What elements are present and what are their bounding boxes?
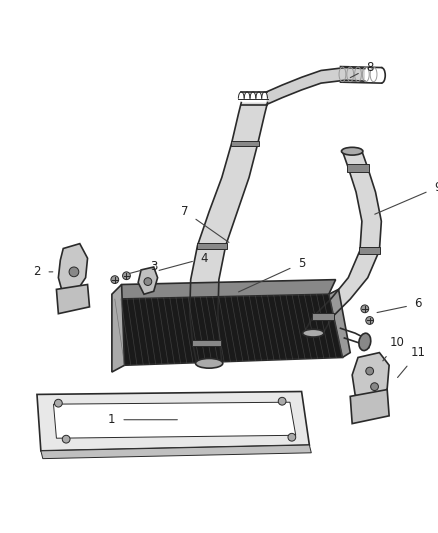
Ellipse shape: [303, 329, 324, 337]
Ellipse shape: [359, 333, 371, 351]
Circle shape: [361, 305, 369, 313]
Circle shape: [54, 399, 62, 407]
Ellipse shape: [195, 358, 223, 368]
Polygon shape: [112, 285, 124, 372]
Text: 4: 4: [159, 252, 208, 270]
Polygon shape: [192, 340, 221, 346]
Text: 9: 9: [375, 181, 438, 214]
Polygon shape: [190, 102, 268, 362]
Text: 5: 5: [239, 256, 305, 292]
Polygon shape: [267, 68, 365, 104]
Polygon shape: [115, 294, 343, 365]
Circle shape: [144, 278, 152, 286]
Polygon shape: [352, 353, 389, 404]
Circle shape: [69, 267, 79, 277]
Text: 8: 8: [350, 61, 373, 78]
Polygon shape: [57, 285, 89, 314]
Polygon shape: [53, 402, 296, 438]
Text: 6: 6: [377, 297, 422, 312]
Ellipse shape: [342, 147, 363, 155]
Polygon shape: [359, 247, 380, 254]
Text: 1: 1: [108, 413, 177, 426]
Polygon shape: [312, 313, 334, 320]
Circle shape: [366, 367, 374, 375]
Circle shape: [111, 276, 119, 284]
Polygon shape: [350, 390, 389, 424]
Circle shape: [371, 383, 378, 391]
Text: 3: 3: [130, 261, 157, 273]
Polygon shape: [230, 141, 259, 147]
Polygon shape: [329, 289, 350, 358]
Polygon shape: [115, 280, 336, 299]
Text: 2: 2: [33, 265, 53, 278]
Polygon shape: [138, 267, 158, 294]
Circle shape: [123, 272, 131, 280]
Polygon shape: [41, 445, 311, 458]
Polygon shape: [37, 392, 309, 451]
Circle shape: [288, 433, 296, 441]
Text: 7: 7: [181, 205, 229, 243]
Text: 11: 11: [398, 346, 426, 377]
Circle shape: [62, 435, 70, 443]
Polygon shape: [304, 151, 381, 333]
Circle shape: [366, 317, 374, 325]
Polygon shape: [58, 244, 88, 297]
Polygon shape: [197, 243, 227, 248]
Text: 10: 10: [383, 336, 404, 361]
Polygon shape: [347, 164, 369, 172]
Circle shape: [278, 397, 286, 405]
